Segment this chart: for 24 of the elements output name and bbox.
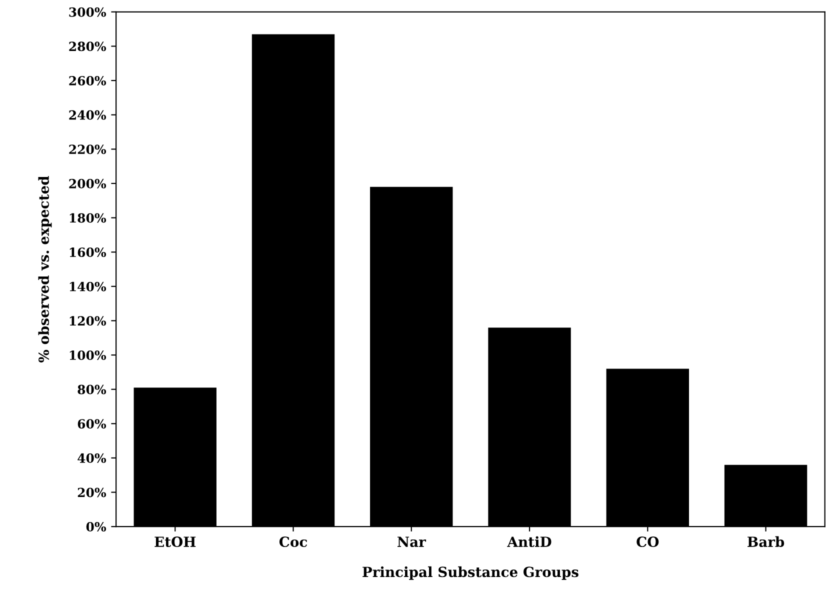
y-tick-label: 120% bbox=[70, 316, 106, 326]
x-axis-title: Principal Substance Groups bbox=[362, 566, 578, 580]
y-tick-label: 220% bbox=[69, 144, 106, 154]
y-tick-label: 60% bbox=[78, 419, 106, 429]
y-tick-label: 20% bbox=[78, 488, 106, 498]
x-tick-label: CO bbox=[636, 536, 659, 548]
y-tick-label: 0% bbox=[86, 522, 106, 532]
y-tick-label: 100% bbox=[70, 350, 106, 360]
y-tick-label: 260% bbox=[69, 76, 106, 86]
y-tick-label: 140% bbox=[70, 282, 106, 292]
x-tick-label: Barb bbox=[748, 536, 784, 548]
y-axis-title: % observed vs. expected bbox=[38, 176, 52, 362]
y-tick-label: 160% bbox=[70, 248, 106, 258]
y-tick-label: 180% bbox=[70, 213, 106, 223]
y-tick-label: 300% bbox=[69, 7, 106, 17]
y-tick-label: 200% bbox=[69, 178, 106, 188]
x-tick-label: EtOH bbox=[154, 536, 196, 548]
x-tick-label: Nar bbox=[397, 536, 426, 548]
x-tick-label: AntiD bbox=[507, 536, 552, 548]
y-tick-label: 40% bbox=[78, 453, 106, 463]
y-tick-label: 280% bbox=[69, 42, 106, 52]
x-tick-label: Coc bbox=[279, 536, 308, 548]
y-tick-label: 80% bbox=[78, 384, 106, 394]
y-tick-label: 240% bbox=[69, 110, 106, 120]
